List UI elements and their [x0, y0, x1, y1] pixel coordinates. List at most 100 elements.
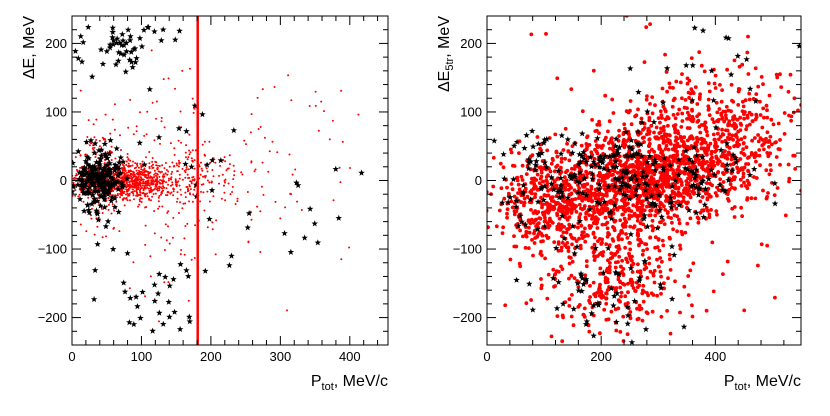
red-dot-point: [622, 216, 627, 221]
red-dot-point: [171, 236, 174, 239]
black-star-point: [527, 196, 534, 203]
black-star-point: [97, 202, 104, 209]
red-dot-point: [745, 124, 749, 128]
black-star-point: [115, 165, 123, 172]
black-star-point: [165, 298, 172, 305]
red-dot-point: [508, 147, 513, 152]
black-star-point: [626, 195, 633, 202]
red-dot-point: [150, 176, 153, 179]
red-dot-point: [509, 150, 514, 155]
red-dot-point: [747, 91, 752, 96]
red-dot-point: [587, 329, 592, 334]
red-dot-point: [624, 410, 628, 414]
red-dot-point: [714, 100, 719, 105]
red-dot-point: [136, 165, 139, 167]
red-dot-point: [657, 264, 661, 269]
red-dot-point: [707, 212, 712, 217]
black-star-point: [638, 119, 646, 126]
red-dot-point: [583, 239, 588, 244]
red-dot-point: [567, 215, 572, 220]
black-star-point: [112, 180, 119, 187]
black-star-point: [120, 51, 128, 58]
black-star-point: [84, 189, 91, 196]
black-star-point: [668, 295, 676, 302]
red-dot-point: [210, 180, 213, 183]
red-dot-point: [693, 159, 698, 164]
red-dot-point: [287, 74, 290, 77]
red-dot-point: [151, 101, 154, 104]
red-dot-point: [218, 182, 220, 185]
red-dot-point: [613, 265, 618, 270]
red-dot-point: [546, 173, 550, 178]
red-dot-point: [188, 149, 191, 152]
y-tick-label: −200: [38, 310, 67, 325]
red-dot-point: [732, 215, 737, 219]
red-dot-point: [139, 170, 142, 173]
red-dot-point: [618, 191, 623, 196]
red-dot-point: [646, 144, 651, 148]
black-star-point: [120, 41, 128, 49]
red-dot-point: [145, 156, 147, 159]
red-dot-point: [518, 228, 522, 233]
red-dot-point: [683, 154, 688, 159]
black-star-point: [127, 294, 134, 301]
black-star-point: [83, 138, 90, 145]
red-dot-point: [170, 176, 173, 179]
red-dot-point: [693, 85, 698, 89]
black-star-point: [513, 276, 520, 283]
red-dot-point: [162, 78, 165, 81]
red-dot-point: [171, 170, 174, 173]
red-dot-point: [711, 289, 716, 294]
y-tick-label: 100: [45, 104, 67, 119]
red-dot-point: [715, 119, 719, 123]
black-star-point: [88, 173, 95, 180]
red-dot-point: [137, 175, 140, 178]
red-dot-point: [113, 128, 116, 131]
black-star-point: [101, 195, 108, 203]
black-star-point: [80, 165, 87, 172]
black-star-point: [622, 191, 630, 198]
red-dot-point: [162, 173, 165, 176]
red-dot-point: [147, 171, 150, 174]
red-dot-point: [665, 211, 670, 216]
red-dot-point: [167, 170, 170, 173]
red-dot-point: [638, 194, 643, 198]
red-dot-point: [697, 162, 702, 167]
red-dot-point: [653, 213, 658, 218]
red-dot-point: [308, 105, 311, 107]
red-dot-point: [531, 179, 536, 184]
y-tick-label: 0: [475, 173, 482, 188]
red-dot-point: [577, 303, 582, 307]
black-star-point: [109, 24, 116, 31]
red-dot-point: [758, 99, 762, 104]
red-dot-point: [349, 167, 351, 169]
red-dot-point: [133, 179, 136, 182]
red-dot-point: [120, 149, 122, 151]
red-dot-point: [574, 239, 579, 244]
red-dot-point: [167, 225, 169, 228]
red-dot-point: [662, 281, 666, 286]
red-dot-point: [679, 125, 684, 129]
red-dot-point: [151, 160, 154, 163]
red-dot-point: [203, 209, 206, 212]
red-dot-point: [666, 276, 670, 281]
red-dot-point: [178, 177, 181, 180]
red-dot-point: [79, 89, 82, 92]
red-dot-point: [559, 156, 564, 161]
black-star-point: [629, 152, 637, 159]
red-dot-point: [567, 255, 572, 260]
red-dot-point: [687, 78, 692, 83]
red-dot-point: [622, 175, 627, 180]
black-star-point: [611, 202, 618, 209]
red-dot-point: [603, 206, 608, 211]
black-star-point: [88, 73, 96, 80]
black-star-point: [640, 215, 648, 222]
black-star-point: [82, 178, 90, 185]
red-dot-point: [640, 252, 645, 257]
red-dot-point: [643, 157, 647, 162]
red-dot-point: [653, 235, 658, 240]
black-star-point: [615, 270, 623, 278]
black-star-point: [622, 169, 630, 176]
x-tick-label: 300: [270, 349, 292, 364]
red-dot-point: [160, 193, 162, 196]
